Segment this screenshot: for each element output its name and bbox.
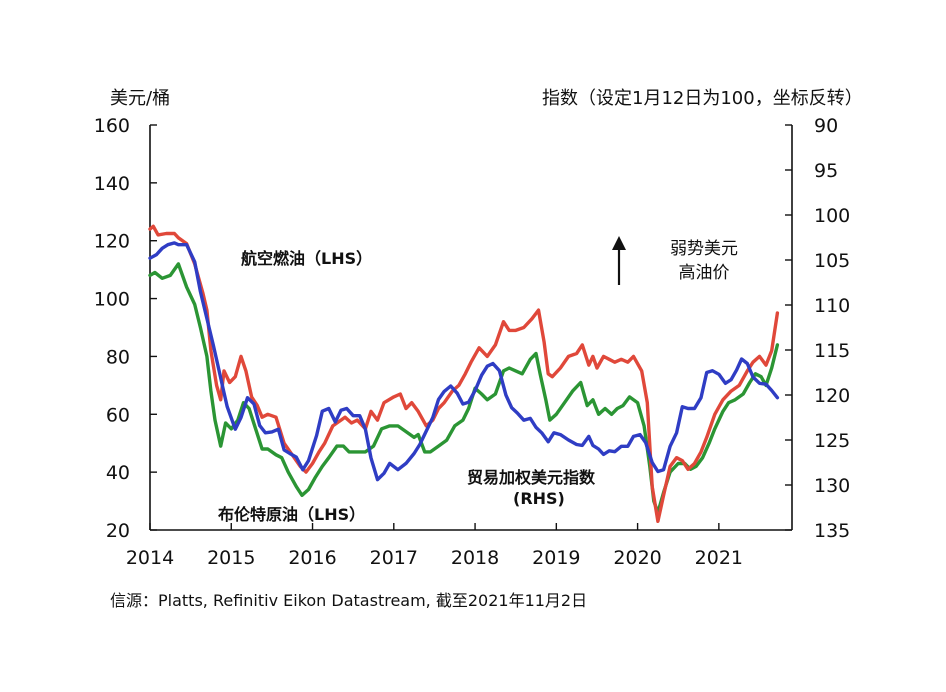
left-tick-label: 160: [94, 115, 130, 137]
right-tick-label: 135: [814, 520, 850, 542]
x-tick-label: 2019: [532, 547, 580, 569]
left-tick-label: 60: [106, 404, 130, 426]
up-arrow-icon: [612, 236, 626, 285]
right-tick-label: 130: [814, 475, 850, 497]
left-axis-label: 美元/桶: [110, 88, 170, 109]
x-tick-label: 2015: [207, 547, 255, 569]
left-tick-label: 20: [106, 520, 130, 542]
series-line-dollar-index: [148, 241, 780, 482]
right-axis-label: 指数（设定1月12日为100，坐标反转）: [542, 88, 863, 109]
series-lines: [148, 224, 780, 523]
x-tick-label: 2017: [370, 547, 418, 569]
x-tick-label: 2014: [126, 547, 174, 569]
series-line-brent: [148, 262, 780, 515]
x-ticks: 2014 2015 2016 2017 2018 2019 2020 2021: [126, 523, 743, 569]
series-label-brent: 布伦特原油（LHS）: [218, 505, 365, 524]
right-tick-label: 95: [814, 160, 838, 182]
x-tick-label: 2016: [288, 547, 336, 569]
plot-axes: [149, 125, 793, 531]
right-tick-label: 90: [814, 115, 838, 137]
right-tick-label: 115: [814, 340, 850, 362]
left-tick-label: 80: [106, 346, 130, 368]
series-label-dollar-index-rhs: (RHS): [513, 489, 565, 508]
left-tick-label: 140: [94, 173, 130, 195]
left-tick-label: 100: [94, 289, 130, 311]
series-label-dollar-index: 贸易加权美元指数: [467, 468, 596, 487]
annotation-high-oil: 高油价: [679, 263, 730, 283]
x-tick-label: 2021: [695, 547, 743, 569]
x-tick-label: 2020: [613, 547, 661, 569]
left-tick-label: 120: [94, 231, 130, 253]
right-tick-label: 105: [814, 250, 850, 272]
series-label-jet-fuel: 航空燃油（LHS）: [241, 249, 372, 268]
left-ticks: 160 140 120 100 80 60 40 20: [94, 115, 157, 542]
right-tick-label: 120: [814, 385, 850, 407]
right-tick-label: 110: [814, 295, 850, 317]
left-tick-label: 40: [106, 462, 130, 484]
x-tick-label: 2018: [451, 547, 499, 569]
right-ticks: 90 95 100 105 110 115 120 125 130 135: [785, 115, 850, 542]
series-line-jet-fuel: [148, 224, 780, 523]
source-note: 信源：Platts, Refinitiv Eikon Datastream, 截…: [110, 591, 587, 610]
right-tick-label: 100: [814, 205, 850, 227]
annotation-weak-dollar: 弱势美元: [670, 239, 738, 259]
right-tick-label: 125: [814, 430, 850, 452]
